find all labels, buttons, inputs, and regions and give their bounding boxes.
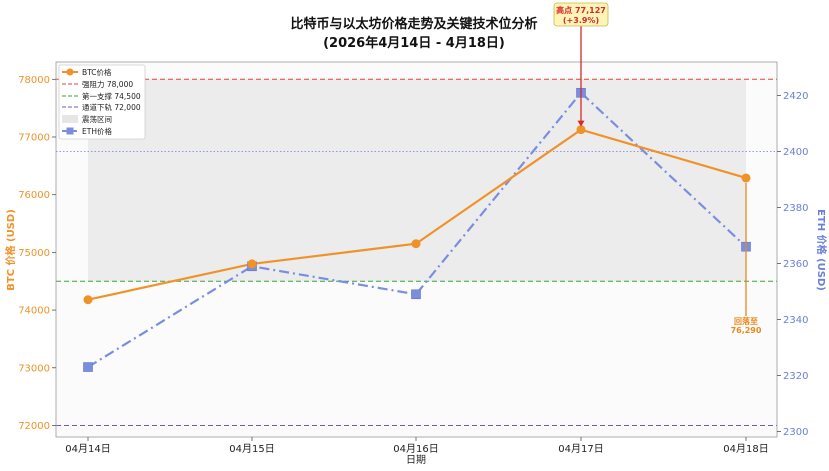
legend-ref-label-2: 通道下轨 72,000 (82, 102, 141, 112)
legend-eth-marker (66, 127, 74, 135)
x-tick-0: 04月14日 (65, 443, 110, 455)
legend-btc-marker (66, 68, 74, 76)
y-left-tick-3: 75000 (18, 248, 50, 259)
btc-point-4 (741, 173, 751, 183)
oscillation-band (88, 79, 746, 282)
peak-annotation-box (553, 2, 609, 27)
peak-arrow-head (577, 120, 585, 127)
y-left-tick-1: 73000 (18, 363, 50, 374)
end-annotation-line1: 回落至 (734, 316, 758, 326)
btc-point-2 (411, 239, 421, 249)
legend-eth-label: ETH价格 (82, 126, 112, 136)
y-left-tick-2: 74000 (18, 306, 50, 317)
y-left-tick-4: 76000 (18, 190, 50, 201)
plot-frame (55, 61, 778, 438)
y-right-tick-3: 2360 (783, 259, 808, 270)
legend-box (58, 64, 146, 140)
x-tick-3: 04月17日 (558, 443, 603, 455)
chart-title-line2: (2026年4月14日 - 4月18日) (323, 35, 505, 51)
legend-band-label: 震荡区间 (82, 114, 112, 124)
y-left-tick-5: 77000 (18, 133, 50, 144)
y-left-tick-6: 78000 (18, 75, 50, 86)
eth-point-2 (411, 289, 421, 300)
chart-title-line1: 比特币与以太坊价格走势及关键技术位分析 (290, 16, 537, 32)
peak-annotation-line1: 高点 77,127 (556, 5, 606, 15)
x-tick-1: 04月15日 (229, 443, 274, 455)
x-tick-4: 04月18日 (723, 443, 768, 455)
y-left-tick-0: 72000 (18, 421, 50, 432)
x-axis-label: 日期 (406, 454, 426, 466)
legend-ref-label-1: 第一支撑 74,500 (82, 91, 141, 101)
legend-btc-label: BTC价格 (82, 67, 112, 77)
end-annotation-line2: 76,290 (731, 326, 762, 335)
eth-point-0 (83, 362, 93, 372)
x-tick-2: 04月16日 (393, 443, 438, 455)
btc-point-0 (83, 295, 93, 305)
y-axis-left-label: BTC 价格 (USD) (4, 209, 17, 291)
btc-point-1 (247, 259, 257, 269)
btc-point-3 (576, 125, 586, 135)
y-right-tick-2: 2340 (783, 315, 808, 326)
peak-annotation-line2: (+3.9%) (563, 16, 599, 25)
y-axis-right-label: ETH 价格 (USD) (815, 209, 828, 291)
y-right-tick-5: 2400 (783, 147, 808, 158)
y-right-tick-1: 2320 (783, 371, 808, 382)
y-right-tick-6: 2420 (783, 91, 808, 102)
y-right-tick-0: 2300 (783, 427, 808, 438)
legend-band-swatch (62, 115, 78, 123)
legend-ref-label-0: 强阻力 78,000 (82, 79, 133, 89)
y-right-tick-4: 2380 (783, 203, 808, 214)
eth-line (87, 91, 747, 368)
